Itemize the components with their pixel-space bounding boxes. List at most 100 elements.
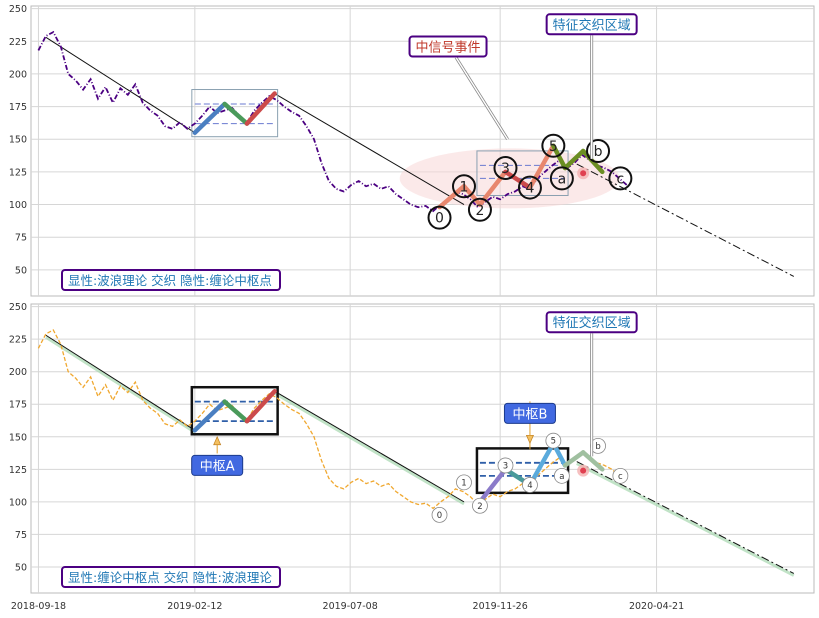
callout-arrow-head bbox=[525, 434, 534, 445]
trend-line bbox=[45, 36, 196, 134]
wave-segment bbox=[437, 184, 467, 210]
wave-label-ring bbox=[431, 506, 448, 523]
x-tick-label: 2018-09-18 bbox=[11, 601, 66, 612]
wave-label-ring bbox=[612, 467, 629, 484]
bottom-chart-panel: 50 75 100 125 150 175 200 225 250 0 1 2 3 4 5 a b c 特征交织区域… bbox=[9, 302, 815, 594]
trend-line-shadow bbox=[576, 462, 795, 577]
wave-segment bbox=[562, 148, 586, 171]
y-tick-label: 50 bbox=[15, 265, 27, 276]
wave-segment bbox=[527, 441, 556, 488]
y-tick-label: 175 bbox=[9, 400, 27, 411]
y-tick-label: 100 bbox=[9, 497, 27, 508]
wave-label: c bbox=[617, 171, 625, 187]
wave-segment bbox=[580, 450, 605, 472]
wave-label: 3 bbox=[501, 161, 510, 177]
y-tick-label: 100 bbox=[9, 200, 27, 211]
y-tick-label: 225 bbox=[9, 335, 27, 346]
callout-text-zone: 特征交织区域 bbox=[553, 17, 631, 33]
trend-line bbox=[274, 390, 465, 503]
wave-label-ring bbox=[467, 197, 492, 222]
y-tick-label: 225 bbox=[9, 37, 27, 48]
trend-line bbox=[576, 461, 795, 574]
y-tick-label: 200 bbox=[9, 367, 27, 378]
wave-label: 5 bbox=[551, 437, 556, 447]
callout-arrow-core bbox=[455, 57, 509, 140]
wave-label: 1 bbox=[460, 179, 469, 195]
y-tick-label: 150 bbox=[9, 135, 27, 146]
wave-label-ring bbox=[608, 166, 633, 191]
callout-arrow-head bbox=[213, 435, 222, 446]
callout-text-hubB: 中枢B bbox=[512, 407, 547, 422]
callout-box-zone bbox=[545, 13, 638, 36]
wave-segment bbox=[222, 399, 250, 424]
wave-segment bbox=[192, 101, 227, 135]
wave-label: 0 bbox=[435, 211, 444, 227]
y-tick-label: 125 bbox=[9, 465, 27, 476]
y-tick-label: 250 bbox=[9, 302, 27, 313]
wave-label-ring bbox=[451, 174, 476, 199]
y-tick-label: 75 bbox=[15, 530, 27, 541]
wave-label: 2 bbox=[475, 203, 484, 219]
callout-box-zone bbox=[545, 311, 638, 334]
wave-label-ring bbox=[541, 133, 566, 158]
wave-segment bbox=[192, 399, 227, 433]
trend-line bbox=[45, 334, 196, 431]
y-tick-label: 200 bbox=[9, 69, 27, 80]
hub-box-outer bbox=[191, 89, 279, 138]
trend-line-shadow bbox=[45, 335, 196, 434]
callout-box-hubB bbox=[503, 402, 556, 424]
wave-label-ring bbox=[522, 477, 538, 493]
wave-segment bbox=[527, 143, 556, 190]
wave-label: b bbox=[594, 144, 603, 160]
wave-label-ring bbox=[472, 497, 488, 514]
wave-label: b bbox=[595, 442, 600, 452]
trend-line bbox=[576, 163, 795, 277]
wave-label-ring bbox=[517, 175, 542, 200]
x-tick-label: 2019-07-08 bbox=[323, 601, 378, 612]
callout-text-signal: 中信号事件 bbox=[416, 40, 481, 55]
y-tick-label: 250 bbox=[9, 4, 27, 15]
y-tick-label: 50 bbox=[15, 562, 27, 573]
trend-line bbox=[274, 93, 465, 205]
wave-segment bbox=[477, 467, 508, 505]
wave-label: 1 bbox=[461, 478, 466, 488]
plot-frame bbox=[30, 303, 815, 594]
y-tick-label: 150 bbox=[9, 432, 27, 443]
wave-label: a bbox=[559, 472, 564, 482]
wave-segment bbox=[244, 91, 277, 126]
wave-segment bbox=[562, 450, 586, 468]
wave-label: 4 bbox=[527, 481, 532, 491]
marker-dot bbox=[580, 467, 587, 474]
wave-label-ring bbox=[456, 474, 472, 491]
wave-label-ring bbox=[549, 166, 574, 191]
x-tick-label: 2019-11-26 bbox=[473, 601, 528, 612]
top-chart-panel: 50 75 100 125 150 175 200 225 250 012 34 5a bc 中信号事件 特… bbox=[9, 4, 815, 297]
wave-label-ring bbox=[427, 205, 452, 230]
trend-line-shadow bbox=[273, 391, 465, 506]
wave-segment bbox=[551, 143, 568, 171]
legend-box bbox=[61, 566, 281, 588]
y-tick-label: 125 bbox=[9, 167, 27, 178]
marker-dot bbox=[580, 170, 587, 177]
wave-label-ring bbox=[586, 139, 611, 163]
wave-label: 4 bbox=[525, 181, 534, 197]
shared-x-axis: 2018-09-18 2019-02-12 2019-07-08 2019-11-26… bbox=[11, 601, 684, 612]
wave-label: 3 bbox=[503, 461, 508, 471]
price-line bbox=[37, 329, 628, 510]
x-tick-label: 2019-02-12 bbox=[167, 601, 222, 612]
callout-box-signal bbox=[408, 35, 488, 58]
wave-segment bbox=[503, 169, 533, 190]
wave-label-ring bbox=[493, 155, 518, 180]
y-tick-label: 75 bbox=[15, 233, 27, 244]
wave-label-ring bbox=[545, 432, 562, 449]
wave-label-ring bbox=[553, 467, 570, 484]
legend-box bbox=[61, 269, 281, 291]
wave-label: 2 bbox=[477, 502, 482, 512]
y-tick-label: 175 bbox=[9, 102, 27, 113]
legend-text: 显性:缠论中枢点 交织 隐性:波浪理论 bbox=[68, 570, 272, 585]
x-tick-label: 2020-04-21 bbox=[629, 601, 684, 612]
wave-label-ring bbox=[497, 457, 514, 474]
wave-label: 5 bbox=[549, 139, 558, 155]
hub-box-outer bbox=[475, 447, 570, 495]
callout-text-zone: 特征交织区域 bbox=[553, 315, 631, 331]
